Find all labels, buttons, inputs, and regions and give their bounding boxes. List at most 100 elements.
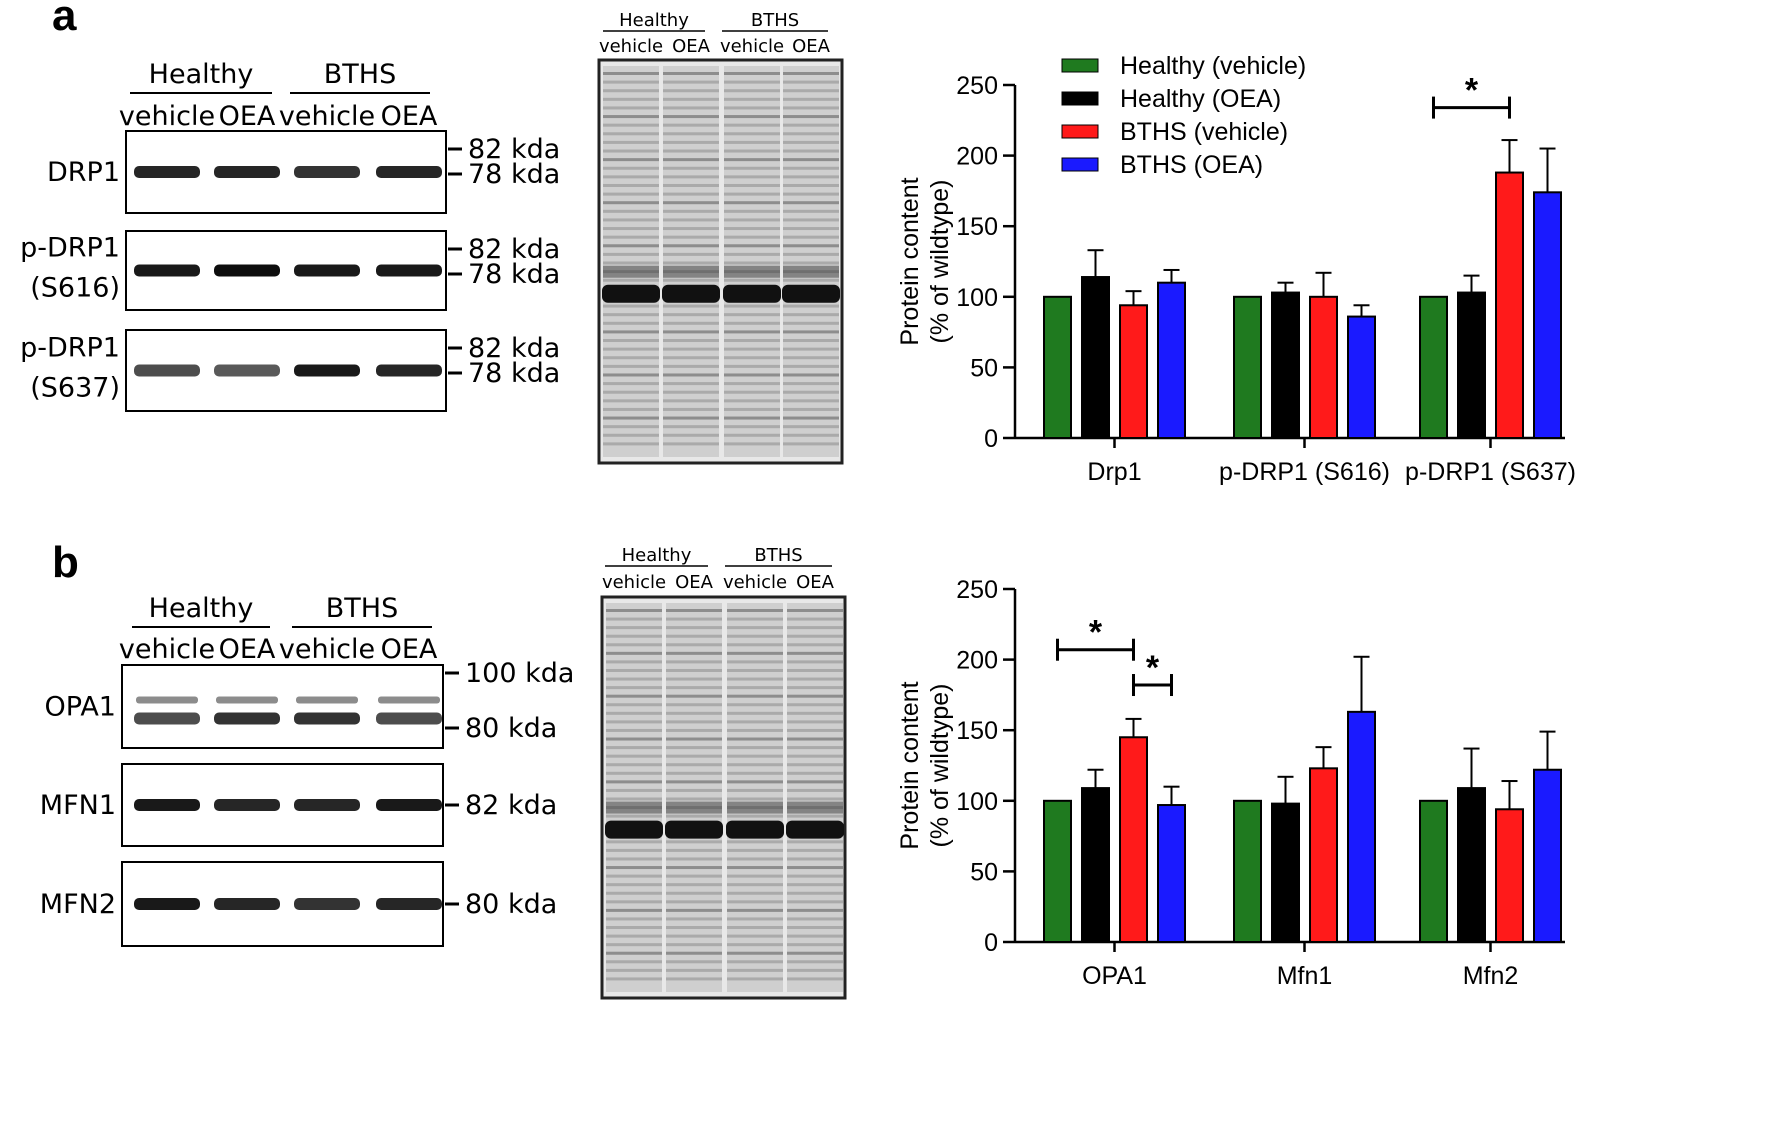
gel-band xyxy=(787,746,843,750)
gel-band xyxy=(783,433,839,437)
gel-band xyxy=(724,339,780,343)
bar xyxy=(1043,295,1072,439)
gel-band xyxy=(783,425,839,429)
gel-band xyxy=(663,330,719,334)
gel-band xyxy=(603,330,659,334)
y-tick-label: 100 xyxy=(956,284,998,312)
gel-lane xyxy=(727,603,783,992)
gel-band xyxy=(787,660,843,664)
gel-band xyxy=(783,72,839,75)
bar-chart-a: 0 50 100 150 200 250 Protein content (% of wild… xyxy=(896,72,1576,486)
blot-row-label: (S616) xyxy=(30,273,120,304)
gel-band xyxy=(603,218,659,222)
gel-band xyxy=(727,891,783,895)
blot-band xyxy=(378,696,440,704)
gel-band xyxy=(663,407,719,411)
gel-band xyxy=(666,908,722,912)
gel-band xyxy=(783,97,839,101)
gel-band xyxy=(666,694,722,698)
gel-lane xyxy=(603,66,659,457)
gel-band xyxy=(787,788,843,792)
gel-band xyxy=(663,304,719,308)
bar-chart-b: 0 50 100 150 200 250 Protein content (% of wild… xyxy=(896,576,1565,990)
significance-star: * xyxy=(1089,614,1103,652)
gel-band xyxy=(724,175,780,179)
gel-band xyxy=(666,968,722,972)
gel-band xyxy=(603,321,659,325)
gel-band xyxy=(663,399,719,403)
gel-band xyxy=(663,72,719,75)
marker-label: 80 kda xyxy=(465,713,557,744)
gel-band xyxy=(606,746,662,750)
blot-band xyxy=(296,696,358,704)
gel-band xyxy=(787,686,843,690)
gel-band xyxy=(727,728,783,732)
gel-band xyxy=(606,643,662,647)
gel-band xyxy=(724,304,780,308)
gel-band xyxy=(663,106,719,110)
gel-band xyxy=(666,883,722,887)
gel-band xyxy=(603,339,659,343)
y-axis-label-line: (% of wildtype) xyxy=(926,684,954,848)
gel-band xyxy=(787,694,843,698)
gel-band xyxy=(783,347,839,351)
gel-band xyxy=(787,801,843,814)
gel-band xyxy=(783,390,839,394)
bar xyxy=(1309,295,1338,439)
gel-band xyxy=(783,227,839,231)
gel-band xyxy=(666,651,722,655)
gel-band xyxy=(663,149,719,153)
gel-band xyxy=(666,926,722,930)
blot-band xyxy=(136,696,198,704)
gel-band xyxy=(783,132,839,136)
gel-band xyxy=(724,364,780,368)
gel-band xyxy=(783,158,839,162)
gel-band xyxy=(603,72,659,75)
blot-band xyxy=(294,264,360,277)
gel-band xyxy=(663,252,719,256)
bar xyxy=(1347,710,1376,943)
gel-band xyxy=(724,158,780,162)
gel-band xyxy=(606,609,662,612)
gel-band xyxy=(724,115,780,119)
gel-band xyxy=(727,746,783,750)
gel-main-band xyxy=(726,820,784,839)
gel-band xyxy=(724,416,780,420)
marker-label: 100 kda xyxy=(465,658,574,689)
panel-letter-a: a xyxy=(52,0,77,40)
blot-band xyxy=(376,898,442,910)
gel-main-band xyxy=(662,284,720,303)
gel-band xyxy=(783,313,839,317)
blot-band xyxy=(294,898,360,910)
gel-band xyxy=(787,806,843,810)
marker-label: 78 kda xyxy=(468,159,560,190)
gel-band xyxy=(666,737,722,741)
gel-band xyxy=(783,235,839,239)
gel-band xyxy=(603,407,659,411)
gel-group-label: Healthy xyxy=(622,545,692,566)
gel-band xyxy=(787,900,843,904)
gel-band xyxy=(663,356,719,360)
gel-lane xyxy=(724,66,780,457)
bar xyxy=(1271,802,1300,944)
gel-band xyxy=(724,149,780,153)
gel-band xyxy=(724,106,780,110)
gel-band xyxy=(783,278,839,282)
gel-band xyxy=(663,183,719,187)
bar xyxy=(1157,804,1186,944)
gel-band xyxy=(666,874,722,878)
x-tick-label: Drp1 xyxy=(1087,458,1141,486)
gel-band xyxy=(783,265,839,278)
gel-band xyxy=(666,806,722,810)
blot-band xyxy=(376,712,442,725)
gel-band xyxy=(663,235,719,239)
blot-row-label: DRP1 xyxy=(47,157,120,188)
gel-band xyxy=(724,235,780,239)
gel-band xyxy=(783,252,839,256)
gel-band xyxy=(666,771,722,775)
blot-group-label: BTHS xyxy=(324,59,396,90)
gel-band xyxy=(666,951,722,955)
gel-band xyxy=(727,686,783,690)
gel-band xyxy=(666,609,722,612)
gel-band xyxy=(603,201,659,205)
